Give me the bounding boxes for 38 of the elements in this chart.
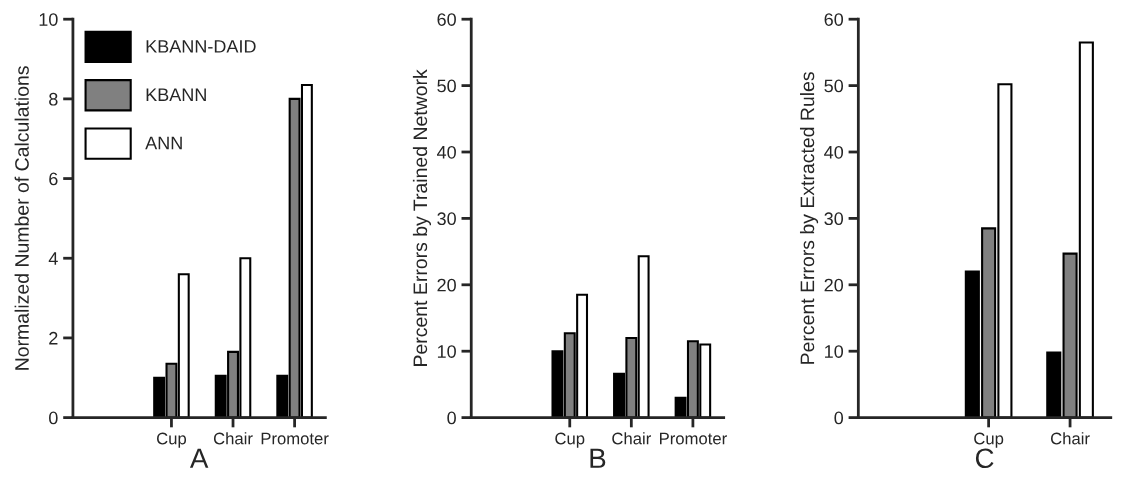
y-axis-title: Normalized Number of Calculations bbox=[14, 66, 29, 370]
y-tick-label: 50 bbox=[437, 79, 456, 93]
y-tick-label: 2 bbox=[49, 331, 58, 345]
y-tick-label: 4 bbox=[48, 252, 58, 265]
y-tick-label: 60 bbox=[437, 13, 456, 26]
y-tick-label: 0 bbox=[447, 411, 456, 425]
y-tick-label: 30 bbox=[437, 212, 456, 226]
x-axis-title: A bbox=[189, 448, 209, 468]
y-tick-label: 60 bbox=[824, 13, 844, 26]
y-tick-label: 40 bbox=[436, 145, 456, 159]
x-tick-label: Chair bbox=[1051, 432, 1090, 445]
y-tick-label: 8 bbox=[49, 92, 58, 106]
bar bbox=[1046, 351, 1062, 418]
y-tick-label: 20 bbox=[824, 278, 844, 292]
y-tick-label: 0 bbox=[834, 411, 844, 425]
x-tick-label: Chair bbox=[612, 432, 651, 445]
x-axis-title: C bbox=[975, 448, 994, 469]
y-tick-label: 10 bbox=[825, 345, 844, 358]
y-axis-title: Percent Errors by Extracted Rules bbox=[799, 72, 819, 364]
x-axis-title: B bbox=[590, 448, 606, 468]
x-tick-label: Chair bbox=[213, 432, 253, 445]
legend-label: KBANN bbox=[146, 88, 206, 101]
y-tick-label: 10 bbox=[39, 13, 58, 26]
y-axis-title: Percent Errors by Trained Network bbox=[412, 69, 432, 366]
x-tick-label: Cup bbox=[974, 432, 1004, 448]
x-tick-label: Promoter bbox=[261, 432, 329, 445]
legend-label: ANN bbox=[145, 136, 182, 150]
y-tick-label: 6 bbox=[49, 172, 58, 186]
y-tick-label: 40 bbox=[824, 145, 844, 159]
legend-label: KBANN-DAID bbox=[146, 40, 256, 53]
y-tick-label: 10 bbox=[437, 345, 456, 358]
x-tick-label: Promoter bbox=[660, 432, 727, 445]
y-tick-label: 30 bbox=[824, 212, 844, 226]
x-tick-label: Cup bbox=[555, 432, 585, 448]
y-tick-label: 20 bbox=[437, 278, 456, 292]
x-tick-label: Cup bbox=[157, 432, 187, 448]
y-tick-label: 0 bbox=[49, 411, 58, 425]
y-tick-label: 50 bbox=[824, 79, 844, 93]
